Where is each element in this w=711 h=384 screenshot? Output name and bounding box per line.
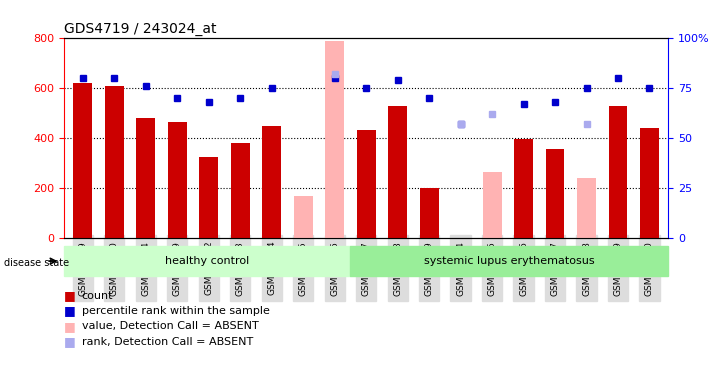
Text: count: count <box>82 291 113 301</box>
Text: ■: ■ <box>64 289 76 302</box>
Bar <box>419 188 439 238</box>
Bar <box>609 106 627 238</box>
Bar <box>357 129 375 238</box>
Text: ■: ■ <box>64 320 76 333</box>
Bar <box>199 157 218 238</box>
Bar <box>64 246 351 276</box>
Bar <box>73 83 92 238</box>
Bar <box>262 126 281 238</box>
Bar <box>545 149 565 238</box>
Bar <box>137 118 155 238</box>
Text: systemic lupus erythematosus: systemic lupus erythematosus <box>424 256 594 266</box>
Text: ■: ■ <box>64 335 76 348</box>
Bar <box>105 86 124 238</box>
Bar <box>325 41 344 238</box>
Text: healthy control: healthy control <box>165 256 250 266</box>
Text: rank, Detection Call = ABSENT: rank, Detection Call = ABSENT <box>82 337 253 347</box>
Text: percentile rank within the sample: percentile rank within the sample <box>82 306 269 316</box>
Bar <box>577 178 596 238</box>
Bar <box>168 122 187 238</box>
Bar <box>514 139 533 238</box>
Bar <box>231 143 250 238</box>
Bar <box>388 106 407 238</box>
Text: value, Detection Call = ABSENT: value, Detection Call = ABSENT <box>82 321 259 331</box>
Bar <box>294 195 313 238</box>
Text: GDS4719 / 243024_at: GDS4719 / 243024_at <box>64 22 216 36</box>
Bar <box>640 128 659 238</box>
Text: ■: ■ <box>64 305 76 318</box>
Text: disease state: disease state <box>4 258 69 268</box>
Bar <box>351 246 668 276</box>
Bar <box>483 172 501 238</box>
